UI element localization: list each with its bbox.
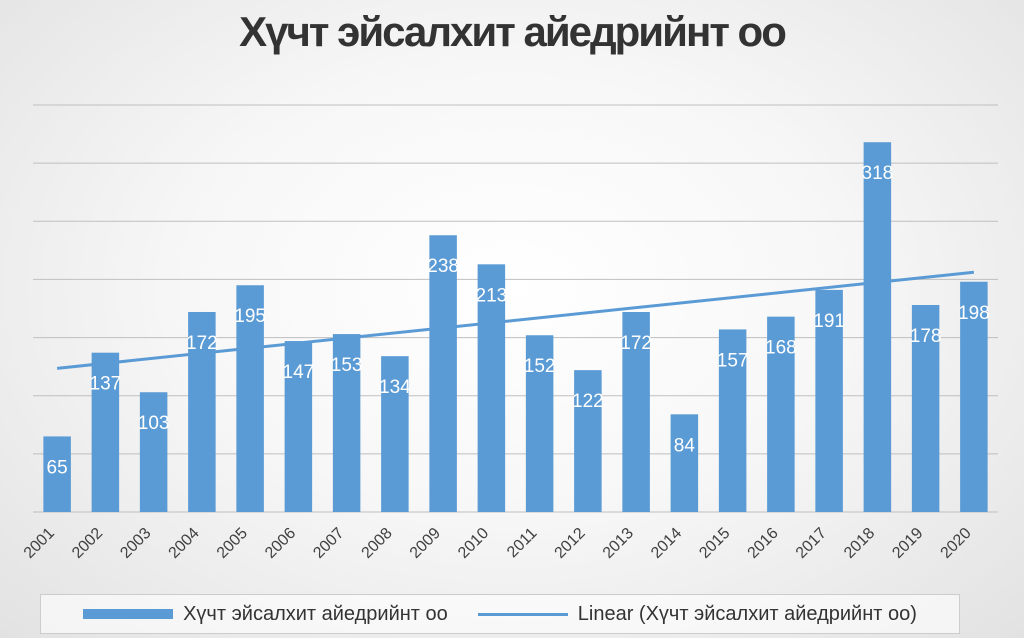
- bar: [332, 334, 361, 512]
- data-label: 103: [138, 413, 170, 434]
- x-tick-label: 2019: [889, 525, 926, 562]
- x-tick-label: 2001: [21, 525, 58, 562]
- bar: [767, 316, 795, 512]
- bar: [622, 311, 650, 512]
- bar: [477, 264, 506, 512]
- trendline-layer: [56, 270, 975, 370]
- x-tick-label: 2014: [648, 525, 685, 562]
- data-label: 172: [620, 333, 652, 354]
- trendline: [56, 270, 975, 370]
- x-tick-label: 2016: [745, 525, 782, 562]
- bar: [429, 235, 457, 513]
- x-tick-label: 2003: [117, 525, 154, 562]
- bar: [236, 285, 264, 512]
- legend: Хүчт эйсалхит айедрийнт оо Linear (Хүчт …: [40, 594, 960, 634]
- bar: [525, 335, 554, 512]
- x-tick-label: 2004: [166, 525, 203, 562]
- bar: [960, 281, 988, 512]
- data-label: 157: [717, 350, 749, 371]
- bar: [911, 305, 940, 512]
- data-label: 134: [379, 377, 411, 398]
- data-label: 318: [862, 163, 894, 184]
- legend-item-trendline: Linear (Хүчт эйсалхит айедрийнт оо): [477, 602, 917, 626]
- data-label: 238: [427, 256, 459, 277]
- bar: [863, 142, 892, 512]
- x-tick-label: 2010: [455, 525, 492, 562]
- data-label: 168: [765, 338, 797, 359]
- bar: [43, 436, 71, 512]
- x-tick-label: 2011: [504, 525, 540, 561]
- bar: [188, 311, 216, 512]
- bar-series: [43, 142, 988, 513]
- bar: [284, 341, 313, 512]
- x-tick-label: 2006: [262, 525, 299, 562]
- legend-swatch-line: [477, 612, 568, 616]
- data-label: 137: [90, 374, 122, 395]
- x-tick-label: 2015: [696, 525, 733, 562]
- legend-label-series: Хүчт эйсалхит айедрийнт оо: [183, 602, 448, 625]
- legend-swatch-bar: [83, 609, 174, 619]
- bar: [815, 289, 843, 512]
- x-tick-label: 2009: [407, 525, 444, 562]
- x-tick-label: 2012: [552, 525, 589, 562]
- x-tick-label: 2020: [938, 525, 975, 562]
- chart-title: Хүчт эйсалхит айедрийнт оо: [239, 8, 787, 55]
- bar: [670, 414, 699, 512]
- x-tick-label: 2018: [841, 525, 878, 562]
- x-tick-label: 2005: [214, 525, 251, 562]
- x-tick-label: 2002: [69, 525, 106, 562]
- bar: [139, 392, 168, 512]
- bar: [381, 356, 409, 512]
- legend-label-trendline: Linear (Хүчт эйсалхит айедрийнт оо): [577, 602, 917, 625]
- data-label: 147: [283, 362, 315, 383]
- grid-lines: [33, 104, 998, 513]
- x-tick-label: 2007: [310, 525, 347, 562]
- data-label: 213: [476, 285, 508, 306]
- data-label: 153: [331, 355, 363, 376]
- legend-item-series: Хүчт эйсалхит айедрийнт оо: [83, 603, 448, 626]
- data-labels: 65 137 103 172 195 147 153 134 238 213 152 122 172 84…: [47, 163, 990, 478]
- data-label: 172: [186, 333, 218, 354]
- data-label: 195: [234, 306, 266, 327]
- bar: [91, 352, 120, 512]
- data-label: 152: [524, 356, 556, 377]
- x-tick-label: 2013: [600, 525, 637, 562]
- bar: [574, 370, 602, 512]
- data-label: 65: [47, 457, 68, 478]
- x-tick-label: 2017: [793, 525, 830, 562]
- data-label: 178: [910, 326, 942, 347]
- x-tick-label: 2008: [359, 525, 396, 562]
- data-label: 191: [813, 311, 845, 332]
- data-label: 122: [572, 391, 604, 412]
- data-label: 198: [958, 303, 990, 324]
- bar: [718, 329, 747, 512]
- x-axis-ticks: 2001 2002 2003 2004 2005 2006 2007 2008 2009 2010…: [21, 525, 975, 562]
- data-label: 84: [674, 435, 696, 456]
